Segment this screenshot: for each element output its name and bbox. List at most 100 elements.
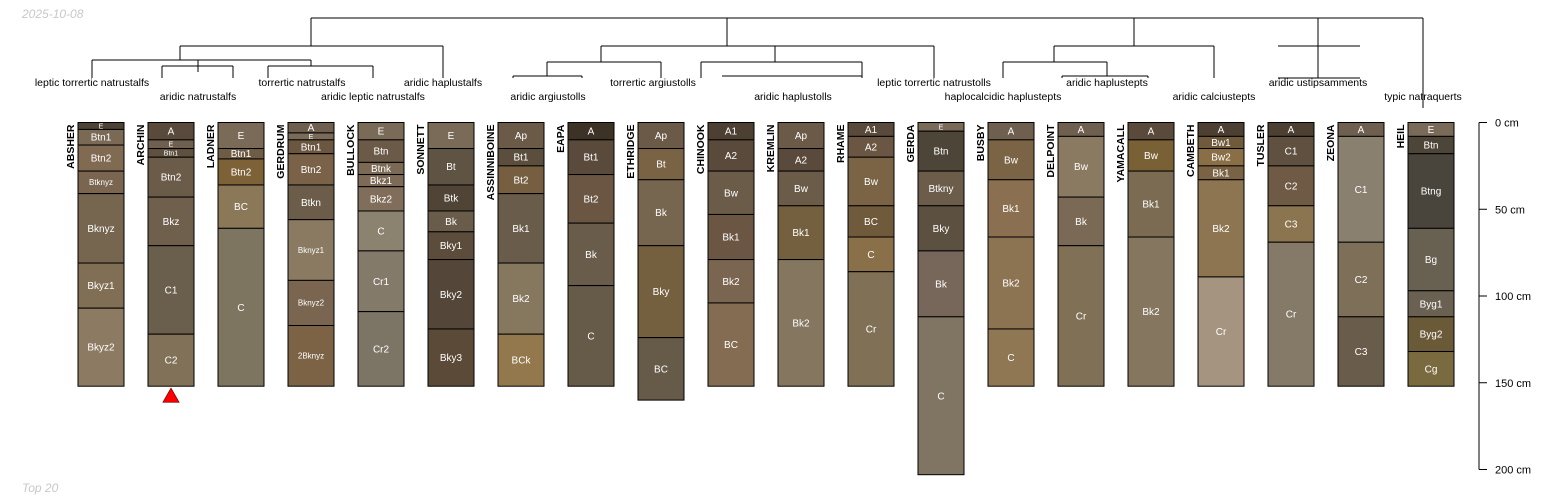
depth-tick-label: 0 cm: [1495, 118, 1519, 130]
horizon-c: [567, 285, 615, 387]
horizon-label: Bt2: [513, 175, 528, 186]
horizon-label: Bw: [724, 188, 739, 199]
horizon-bt2: [497, 165, 545, 195]
horizon-c1: [1337, 135, 1385, 243]
soil-profile-gerda: E Btn Btkny Bky Bk C GERDA: [905, 122, 965, 476]
horizon-e: [217, 122, 265, 150]
horizon-label: Bk1: [512, 224, 530, 235]
horizon-btk: [427, 184, 475, 212]
horizon-label: 2Bknyz: [298, 352, 324, 361]
horizon-label: Cr2: [373, 344, 390, 355]
profile-name: BUSBY: [975, 125, 987, 162]
profile-name: CAMBETH: [1185, 125, 1197, 178]
taxon-label: aridic leptic natrustalfs: [321, 91, 425, 103]
horizon-label: Bky3: [440, 353, 463, 364]
horizon-bk: [567, 222, 615, 287]
horizon-bky1: [427, 231, 475, 261]
horizon-bc: [707, 302, 755, 387]
dendrogram: [91, 17, 1424, 108]
horizon-bknyz: [77, 193, 125, 264]
horizon-c1: [1267, 135, 1315, 167]
footer-label: Top 20: [22, 481, 59, 495]
horizon-label: Bk2: [512, 294, 530, 305]
horizon-bkyz1: [77, 262, 125, 309]
taxon-label: torrertic argiustolls: [610, 77, 696, 89]
profile-name: TUSLER: [1255, 124, 1267, 166]
horizon-bk1: [707, 213, 755, 261]
horizon-c3: [1337, 316, 1385, 387]
horizon-label: A: [308, 123, 315, 134]
taxon-label: aridic natrustalfs: [160, 91, 236, 103]
horizon-bw: [1057, 135, 1105, 198]
horizon-bk2: [1197, 179, 1245, 278]
horizon-label: Btn1: [91, 133, 112, 144]
soil-profile-kremlin: Ap A2 Bw Bk1 Bk2 KREMLIN: [765, 122, 825, 387]
taxon-label: aridic calciustepts: [1173, 91, 1256, 103]
horizon-label: Bt: [446, 162, 456, 173]
horizon-label: Bk2: [792, 318, 810, 329]
horizon-bt2: [567, 174, 615, 224]
horizon-label: BCk: [512, 356, 532, 367]
soil-profile-ethridge: Ap Bt Bk Bky BC ETHRIDGE: [625, 122, 685, 401]
date-label: 2025-10-08: [22, 7, 84, 21]
horizon-label: Bg: [1425, 255, 1437, 266]
horizon-bky: [637, 245, 685, 339]
profile-name: SONNETT: [415, 124, 427, 175]
horizon-label: E: [939, 124, 944, 131]
horizon-ap: [777, 122, 825, 150]
horizon-label: Bkz1: [370, 176, 393, 187]
horizon-label: C2: [1285, 181, 1298, 192]
horizon-byg2: [1407, 316, 1455, 353]
soil-profile-absher: E Btn1 Btn2 Btknyz Bknyz Bkyz1 Bkyz2 ABSHER: [65, 122, 125, 387]
soil-profile-sonnett: E Bt Btk Bk Bky1 Bky2 Bky3 SONNETT: [415, 122, 475, 387]
horizon-cr: [1197, 276, 1245, 387]
dendrogram-labels: leptic torrertic natrustalfs aridic natru…: [35, 77, 1462, 103]
horizon-label: A2: [795, 155, 808, 166]
horizon-label: BC: [864, 217, 878, 228]
depth-tick-label: 100 cm: [1495, 291, 1531, 303]
taxon-label: leptic torrertic natrustolls: [877, 77, 991, 89]
marker-triangle-icon: [162, 387, 180, 403]
horizon-bk2: [1127, 236, 1175, 387]
profile-name: ETHRIDGE: [625, 125, 637, 179]
horizon-bt1: [567, 139, 615, 176]
horizon-bk2: [707, 259, 755, 304]
horizon-label: Bk: [445, 217, 458, 228]
horizon-btkny: [917, 170, 965, 207]
horizon-c: [357, 210, 405, 252]
soil-profile-zeona: A C1 C2 C3 ZEONA: [1325, 122, 1385, 387]
depth-tick-label: 150 cm: [1495, 378, 1531, 390]
horizon-bk: [917, 250, 965, 318]
horizon-label: Bk: [655, 208, 668, 219]
taxon-label: haplocalcidic haplustepts: [945, 91, 1062, 103]
horizon-bg: [1407, 227, 1455, 292]
taxon-label: aridic haplustalfs: [404, 77, 482, 89]
depth-tick-label: 200 cm: [1495, 465, 1531, 477]
profile-name: EAPA: [555, 124, 567, 153]
soil-profile-eapa: A Bt1 Bt2 Bk C EAPA: [555, 122, 615, 387]
soil-profile-delpoint: A Bw Bk Cr DELPOINT: [1045, 122, 1105, 387]
horizon-label: Bt: [656, 160, 666, 171]
taxon-label: leptic torrertic natrustalfs: [35, 77, 149, 89]
horizon-label: Bw: [1144, 151, 1159, 162]
horizon-label: E: [238, 131, 245, 142]
horizon-label: Byg2: [1420, 330, 1443, 341]
horizon-label: Ap: [515, 131, 528, 142]
horizon-btkn: [287, 184, 335, 221]
horizon-label: C: [237, 303, 244, 314]
horizon-label: Bw: [1004, 155, 1019, 166]
horizon-label: Btn1: [231, 149, 252, 160]
horizon-label: Btknyz: [89, 178, 113, 187]
horizon-c2: [1337, 241, 1385, 318]
horizon-bk1: [777, 205, 825, 261]
horizon-bk1: [497, 193, 545, 264]
soil-profile-busby: A Bw Bk1 Bk2 C BUSBY: [975, 122, 1035, 387]
horizon-c: [217, 227, 265, 387]
horizon-label: Bknyz: [87, 224, 114, 235]
horizon-label: Btn: [373, 147, 388, 158]
horizon-label: Bt1: [583, 153, 598, 164]
horizon-label: C: [867, 250, 874, 261]
taxon-label: aridic argiustolls: [510, 91, 585, 103]
taxon-label: aridic haplustolls: [754, 91, 832, 103]
